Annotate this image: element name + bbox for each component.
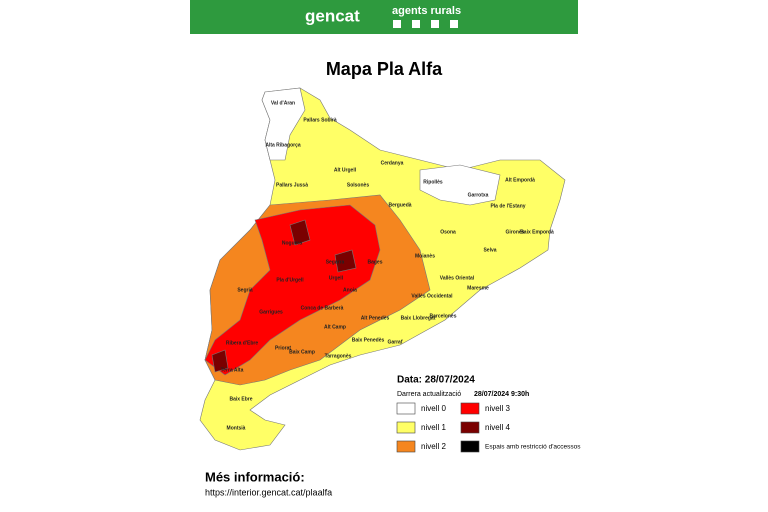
comarca-label: Pla d'Urgell [276, 277, 304, 283]
comarca-label: Alt Empordà [505, 177, 535, 183]
comarca-label: Selva [483, 247, 496, 253]
map [199, 87, 566, 451]
comarca-label: Bages [367, 259, 382, 265]
comarca-label: Segarra [326, 259, 345, 265]
comarca-label: Alta Ribagorça [265, 142, 301, 148]
section: agents rurals [392, 5, 461, 17]
comarca-label: Alt Penedès [361, 315, 390, 321]
comarca-label: Baix Llobregat [401, 315, 436, 321]
comarca-label: Noguera [282, 240, 303, 246]
legend-label: nivell 2 [421, 442, 446, 451]
footer-url[interactable]: https://interior.gencat.cat/plaalfa [205, 487, 332, 497]
comarca-label: Alt Camp [324, 324, 346, 330]
legend-label: nivell 3 [485, 404, 510, 413]
comarca-label: Ripollès [423, 179, 443, 185]
legend-label: nivell 1 [421, 423, 446, 432]
legend-label: nivell 0 [421, 404, 446, 413]
comarca-label: Baix Empordà [520, 229, 554, 235]
comarca-label: Moianès [415, 253, 435, 259]
comarca-label: Maresme [467, 285, 489, 291]
comarca-label: Montsià [227, 425, 246, 431]
comarca-label: Baix Camp [289, 349, 315, 355]
comarca-label: Barcelonès [430, 313, 457, 319]
legend-swatch [460, 402, 480, 415]
legend-label: nivell 4 [485, 423, 510, 432]
legend-swatch [396, 402, 416, 415]
comarca-label: Vallès Occidental [411, 293, 453, 299]
comarca-label: Solsonès [347, 182, 369, 188]
comarca-label: Anoia [343, 287, 357, 293]
comarca-label: Terra Alta [221, 367, 244, 373]
legend-label: Espais amb restricció d'accessos [485, 444, 581, 451]
legend-swatch [460, 421, 480, 434]
comarca-label: Baix Ebre [229, 396, 252, 402]
comarca-label: Garrigues [259, 309, 283, 315]
section-squares [393, 20, 458, 28]
comarca-label: Garraf [387, 339, 402, 345]
comarca-label: Alt Urgell [334, 167, 357, 173]
comarca-label: Gironès [506, 229, 525, 235]
comarca-label: Conca de Barberà [301, 305, 344, 311]
legend: nivell 0 nivell 1 nivell 2 nivell 3 nivell 4… [396, 402, 581, 453]
comarca-label: Osona [440, 229, 456, 235]
comarca-label: Pallars Jussà [276, 182, 308, 188]
comarca-label: Tarragonès [325, 353, 352, 359]
comarca-label: Pla de l'Estany [490, 203, 525, 209]
legend-swatch [396, 440, 416, 453]
header-bar [190, 0, 578, 34]
title: Mapa Pla Alfa [326, 59, 443, 79]
comarca-label: Priorat [275, 345, 291, 351]
comarca-label: Cerdanya [381, 160, 404, 166]
map-labels: Val d'Aran Alta Ribagorça Pallars Sobirà Pa… [221, 100, 554, 431]
comarca-label: Urgell [329, 275, 344, 281]
comarca-label: Garrotxa [468, 192, 489, 198]
footer-heading: Més informació: [205, 469, 305, 484]
legend-updated: 28/07/2024 9:30h [474, 391, 529, 398]
comarca-label: Pallars Sobirà [303, 117, 337, 123]
comarca-label: Vallès Oriental [440, 275, 475, 281]
comarca-label: Berguedà [388, 202, 411, 208]
brand: gencat [305, 6, 360, 25]
comarca-label: Baix Penedès [352, 337, 385, 343]
legend-swatch [460, 440, 480, 453]
legend-updated-label: Darrera actualització [397, 391, 461, 398]
comarca-label: Val d'Aran [271, 100, 295, 106]
comarca-label: Ribera d'Ebre [226, 340, 259, 346]
legend-date: Data: 28/07/2024 [397, 375, 475, 386]
legend-swatch [396, 421, 416, 434]
comarca-label: Segrià [237, 287, 253, 293]
